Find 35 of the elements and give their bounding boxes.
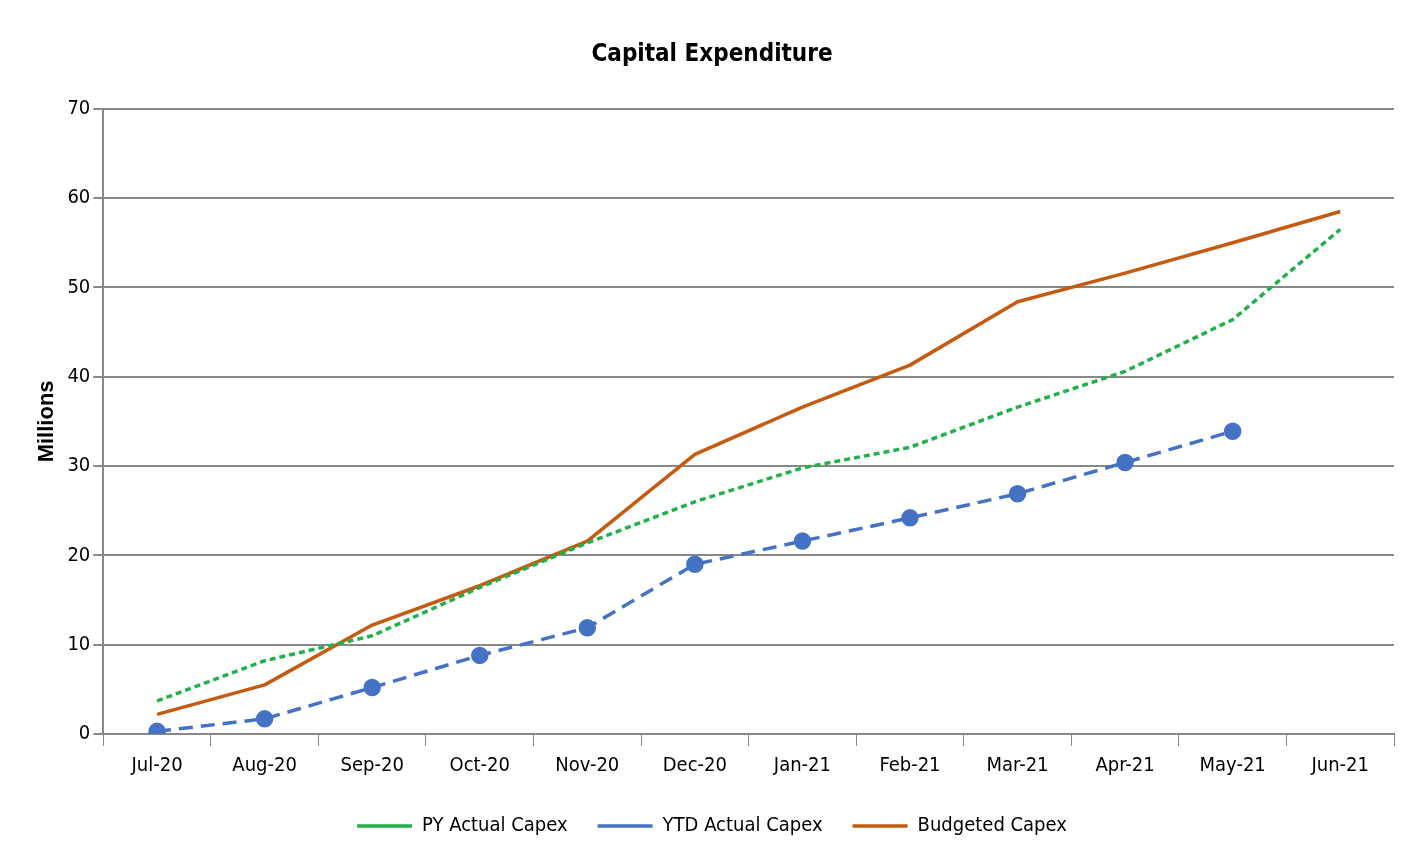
x-tick-label: Jun-21 [1310,752,1369,777]
legend-label: PY Actual Capex [422,812,568,837]
y-tick-label: 40 [67,362,91,387]
y-tick-label: 10 [67,630,91,655]
x-tick-label: Sep-20 [340,752,404,777]
point [793,532,812,550]
point [901,509,919,527]
y-tick-label: 60 [67,184,91,209]
point [1008,485,1027,503]
x-tick-label: Oct-20 [449,752,510,777]
point [363,678,381,697]
point [471,646,489,665]
x-tick-label: Apr-21 [1095,752,1155,777]
chart-title: Capital Expenditure [591,38,833,67]
point [578,618,597,637]
x-tick-label: Jul-20 [130,752,183,777]
x-tick-label: May-21 [1199,752,1266,777]
y-tick-label: 50 [67,273,91,298]
y-tick-label: 20 [67,541,91,566]
point [255,710,274,728]
x-tick-label: Nov-20 [555,752,620,777]
point [686,555,704,574]
point [1116,453,1134,472]
x-tick-label: Dec-20 [662,752,727,777]
x-tick-label: Mar-21 [986,752,1049,777]
y-axis-title: Millions [33,380,59,463]
x-tick-label: Aug-20 [232,752,297,777]
legend-label: Budgeted Capex [917,812,1068,837]
y-tick-label: 0 [78,720,91,745]
y-tick-label: 70 [67,95,91,119]
legend-label: YTD Actual Capex [661,812,823,837]
y-tick-label: 30 [67,452,91,477]
point [1223,422,1242,440]
x-tick-label: Jan-21 [772,752,831,777]
x-tick-label: Feb-21 [879,752,941,777]
